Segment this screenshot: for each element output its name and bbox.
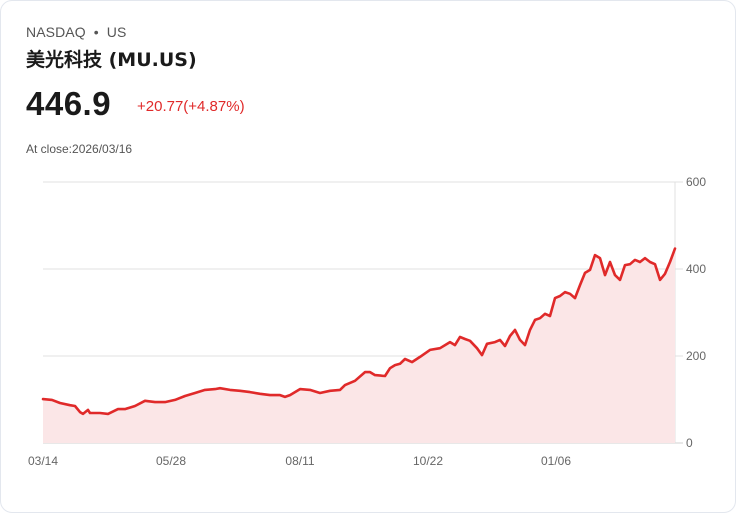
stock-price: 446.9: [26, 85, 112, 122]
svg-text:0: 0: [686, 436, 693, 450]
svg-text:200: 200: [686, 349, 706, 363]
stock-name: 美光科技 (MU.US): [26, 49, 197, 71]
chart-area-fill: [43, 248, 675, 443]
separator-dot: •: [93, 24, 99, 40]
chart-price-line: [41, 247, 677, 416]
svg-text:05/28: 05/28: [156, 454, 186, 468]
exchange-name: NASDAQ: [26, 24, 86, 40]
price-change: +20.77(+4.87%): [137, 98, 245, 115]
x-axis-labels: 03/14 05/28 08/11 10/22 01/06: [28, 454, 571, 468]
svg-text:400: 400: [686, 262, 706, 276]
svg-text:08/11: 08/11: [285, 454, 314, 468]
svg-text:10/22: 10/22: [413, 454, 443, 468]
y-axis-labels: 0 200 400 600: [686, 175, 706, 450]
market-name: US: [106, 24, 127, 40]
svg-text:600: 600: [686, 175, 706, 189]
exchange-line: NASDAQ • US: [26, 24, 126, 40]
svg-text:03/14: 03/14: [28, 454, 58, 468]
svg-text:01/06: 01/06: [541, 454, 571, 468]
close-timestamp: At close:2026/03/16: [26, 142, 133, 156]
